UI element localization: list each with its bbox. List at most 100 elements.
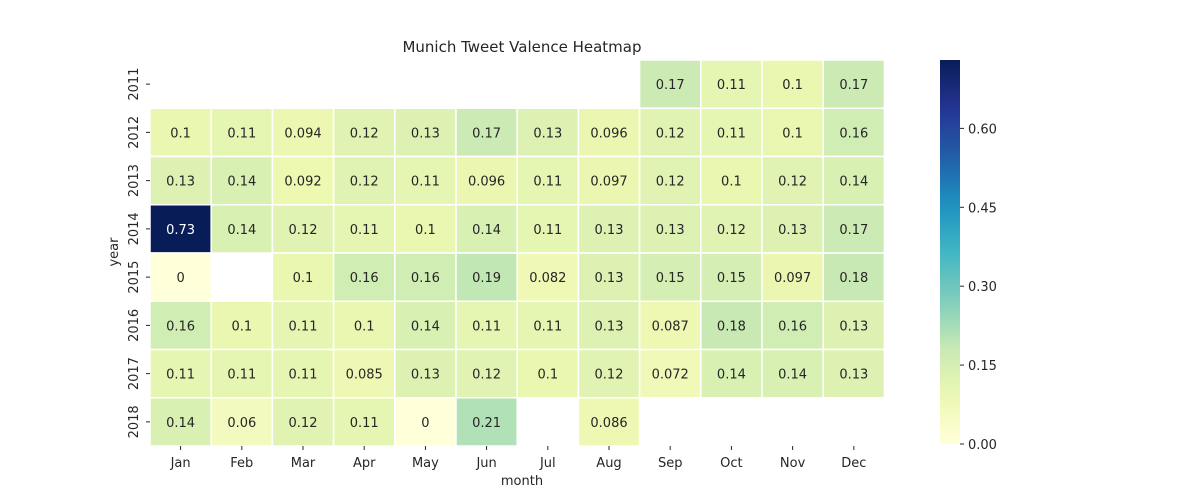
- heatmap-cell: [700, 300, 763, 351]
- heatmap-cell: [332, 155, 396, 206]
- heatmap-cell: [332, 300, 396, 351]
- y-tick-label: 2018: [127, 405, 142, 438]
- y-tick-label: 2011: [127, 68, 142, 101]
- cell-value-label: 0.17: [839, 78, 868, 93]
- cell-value-label: 0: [421, 416, 429, 431]
- cell-value-label: 0.11: [289, 319, 318, 334]
- cell-value-label: 0.11: [289, 368, 318, 383]
- cell-value-label: 0.15: [717, 271, 746, 286]
- heatmap-cell: [761, 348, 824, 399]
- colorbar-tick-label: 0.45: [968, 201, 997, 216]
- cell-value-label: 0.11: [717, 126, 746, 141]
- cell-value-label: 0.13: [411, 126, 440, 141]
- heatmap-cell: [700, 252, 763, 302]
- cell-value-label: 0: [176, 271, 184, 286]
- heatmap-cell: [332, 397, 396, 447]
- cell-value-label: 0.11: [350, 223, 379, 238]
- heatmap-cell: [394, 300, 457, 351]
- cell-value-label: 0.73: [166, 223, 195, 238]
- cell-value-label: 0.06: [227, 416, 256, 431]
- cell-value-label: 0.11: [227, 368, 256, 383]
- heatmap-cell: [210, 107, 274, 158]
- heatmap-cell: [638, 59, 702, 109]
- heatmap-cell: [271, 348, 335, 399]
- cell-value-label: 0.11: [533, 319, 562, 334]
- cell-value-label: 0.13: [411, 368, 440, 383]
- cell-value-label: 0.1: [721, 175, 742, 190]
- heatmap-cell: [700, 348, 763, 399]
- heatmap-cell: [271, 300, 335, 351]
- colorbar-gradient: [940, 60, 960, 444]
- cell-value-label: 0.12: [717, 223, 746, 238]
- cell-value-label: 0.18: [839, 271, 868, 286]
- cell-value-label: 0.085: [346, 368, 383, 383]
- colorbar-tick-label: 0.15: [968, 359, 997, 374]
- cell-value-label: 0.21: [472, 416, 501, 431]
- y-axis-label: year: [107, 237, 122, 267]
- cell-value-label: 0.1: [354, 319, 375, 334]
- heatmap-cell: [332, 348, 396, 399]
- cell-value-label: 0.13: [595, 223, 624, 238]
- y-tick-label: 2016: [127, 309, 142, 342]
- cell-value-label: 0.14: [411, 319, 440, 334]
- cell-value-label: 0.16: [411, 271, 440, 286]
- heatmap-cell: [149, 348, 212, 399]
- cell-value-label: 0.13: [656, 223, 685, 238]
- x-tick-label: Oct: [720, 456, 742, 471]
- cell-value-label: 0.12: [289, 416, 318, 431]
- heatmap-cell: [638, 348, 702, 399]
- heatmap-cell: [516, 155, 580, 206]
- heatmap-cell: [516, 348, 580, 399]
- y-tick-label: 2012: [127, 116, 142, 149]
- heatmap-cell: [271, 252, 335, 302]
- cell-value-label: 0.087: [652, 319, 689, 334]
- cell-value-label: 0.12: [472, 368, 501, 383]
- heatmap-cell: [271, 204, 335, 254]
- cell-value-label: 0.14: [717, 368, 746, 383]
- cell-value-label: 0.096: [590, 126, 627, 141]
- cell-value-label: 0.12: [350, 126, 379, 141]
- x-tick-label: Apr: [353, 456, 376, 471]
- heatmap-cell: [700, 107, 763, 158]
- cell-value-label: 0.13: [595, 319, 624, 334]
- heatmap-cells: 0.17 0.11 0.1 0.17 0.1 0.11 0.094 0.12 0.13 0.17 0…: [149, 59, 886, 447]
- colorbar-tick-label: 0.60: [968, 122, 997, 137]
- cell-value-label: 0.12: [595, 368, 624, 383]
- y-tick-label: 2013: [127, 164, 142, 197]
- x-tick-label: Mar: [291, 456, 316, 471]
- cell-value-label: 0.16: [350, 271, 379, 286]
- cell-value-label: 0.1: [170, 126, 191, 141]
- heatmap-cell: [577, 300, 641, 351]
- cell-value-label: 0.17: [656, 78, 685, 93]
- cell-value-label: 0.14: [227, 223, 256, 238]
- heatmap-cell: [394, 348, 457, 399]
- cell-value-label: 0.15: [656, 271, 685, 286]
- cell-value-label: 0.1: [782, 126, 803, 141]
- cell-value-label: 0.11: [472, 319, 501, 334]
- heatmap-cell: [210, 300, 274, 351]
- cell-value-label: 0.14: [472, 223, 501, 238]
- cell-value-label: 0.11: [717, 78, 746, 93]
- cell-value-label: 0.14: [166, 416, 195, 431]
- cell-value-label: 0.1: [293, 271, 314, 286]
- cell-value-label: 0.11: [533, 223, 562, 238]
- cell-value-label: 0.094: [284, 126, 321, 141]
- y-axis-ticks: 2011 2012 2013 2014 2015 2016 2017 2018: [127, 68, 150, 438]
- heatmap-cell: [516, 252, 580, 302]
- cell-value-label: 0.1: [537, 368, 558, 383]
- cell-value-label: 0.13: [778, 223, 807, 238]
- cell-value-label: 0.16: [166, 319, 195, 334]
- heatmap-cell: [761, 252, 824, 302]
- heatmap-cell: [822, 59, 886, 109]
- cell-value-label: 0.092: [284, 175, 321, 190]
- colorbar: 0.00 0.15 0.30 0.45 0.60: [940, 60, 997, 453]
- y-tick-label: 2014: [127, 212, 142, 245]
- heatmap-cell: [394, 155, 457, 206]
- cell-value-label: 0.072: [652, 368, 689, 383]
- heatmap-cell: [822, 107, 886, 158]
- cell-value-label: 0.096: [468, 175, 505, 190]
- heatmap-cell: [638, 204, 702, 254]
- heatmap-cell: [577, 204, 641, 254]
- x-axis-ticks: Jan Feb Mar Apr May Jun Jul Aug Sep Oct Nov Dec: [170, 446, 866, 471]
